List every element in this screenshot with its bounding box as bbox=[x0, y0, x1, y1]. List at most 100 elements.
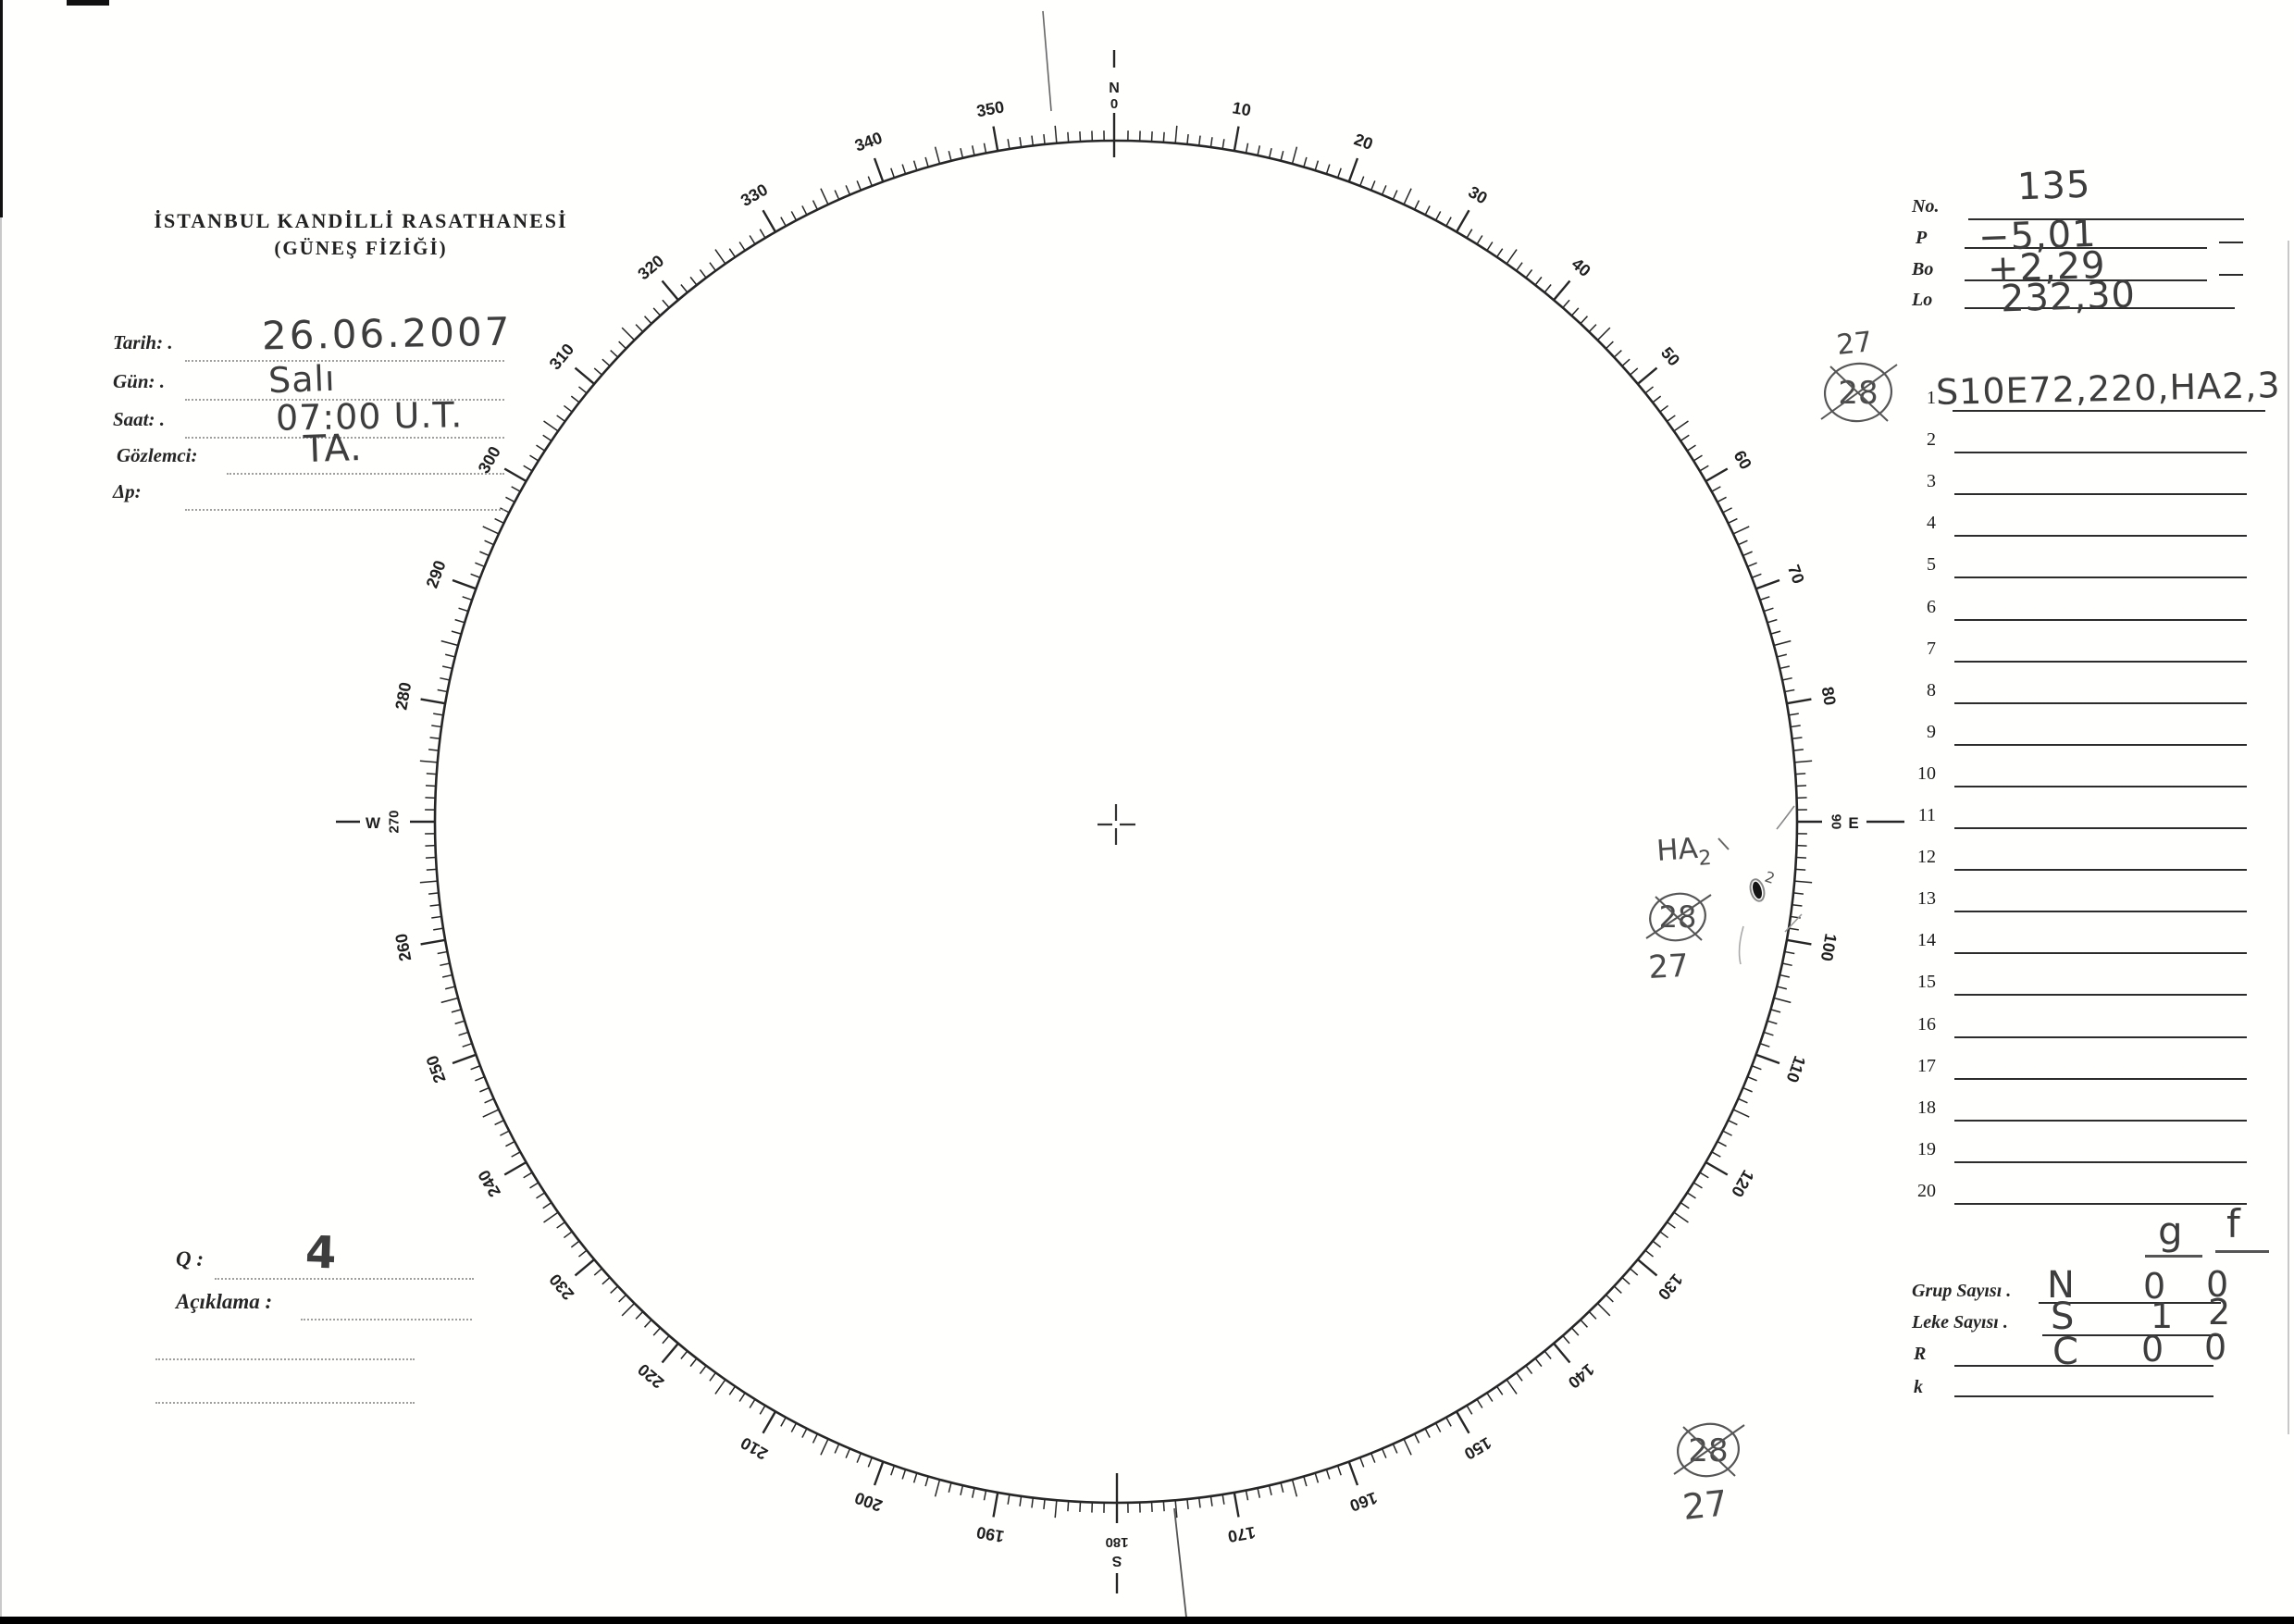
west-label: W bbox=[366, 814, 381, 832]
degree-tick bbox=[1336, 1465, 1342, 1476]
degree-tick bbox=[820, 1438, 829, 1456]
degree-tick bbox=[1588, 324, 1597, 333]
degree-tick bbox=[618, 1294, 627, 1303]
degree-tick bbox=[759, 229, 766, 239]
degree-tick bbox=[1732, 1109, 1750, 1118]
degree-label: 130 bbox=[1655, 1271, 1687, 1304]
degree-tick bbox=[1209, 1495, 1213, 1506]
degree-tick bbox=[1544, 283, 1552, 293]
top-right-crossed-circle bbox=[1823, 362, 1893, 423]
degree-tick bbox=[1717, 1140, 1727, 1147]
degree-tick bbox=[1673, 420, 1689, 432]
degree-tick bbox=[536, 444, 546, 452]
degree-tick bbox=[462, 596, 473, 601]
degree-label: 220 bbox=[634, 1360, 667, 1393]
p-line bbox=[1965, 247, 2207, 249]
degree-tick bbox=[901, 1469, 907, 1480]
degree-tick bbox=[1534, 1357, 1543, 1368]
degree-tick bbox=[1466, 229, 1473, 239]
degree-tick bbox=[505, 1140, 515, 1147]
degree-tick bbox=[1280, 151, 1284, 162]
degree-tick bbox=[1767, 1020, 1778, 1025]
stray-line-bottom bbox=[1173, 1507, 1187, 1618]
region-row-number: 16 bbox=[1917, 1013, 1936, 1035]
degree-tick bbox=[1186, 1498, 1189, 1509]
degree-tick bbox=[1174, 1500, 1178, 1519]
group-count-line bbox=[2039, 1302, 2221, 1304]
degree-tick bbox=[643, 316, 652, 325]
degree-tick bbox=[790, 1422, 798, 1432]
degree-tick bbox=[1699, 465, 1709, 472]
degree-tick bbox=[574, 1258, 595, 1277]
degree-tick bbox=[1786, 698, 1812, 705]
degree-label: 350 bbox=[975, 97, 1006, 120]
region-row-number: 5 bbox=[1927, 554, 1936, 576]
degree-tick bbox=[1779, 973, 1791, 978]
degree-tick bbox=[454, 618, 465, 624]
degree-label: 160 bbox=[1347, 1488, 1380, 1515]
region-row-line bbox=[1954, 493, 2247, 496]
region-row-text: S10E72,220,HA2,3 bbox=[1935, 365, 2281, 413]
degree-tick bbox=[1794, 760, 1813, 763]
lo-line bbox=[1965, 307, 2235, 309]
degree-tick bbox=[1007, 139, 1011, 150]
region-row-line bbox=[1954, 785, 2247, 787]
degree-label: 40 bbox=[1569, 254, 1594, 280]
degree-tick bbox=[1336, 167, 1342, 179]
degree-tick bbox=[1186, 134, 1189, 145]
degree-tick bbox=[738, 1392, 746, 1402]
degree-tick bbox=[1755, 1053, 1780, 1065]
degree-tick bbox=[1245, 143, 1249, 154]
degree-tick bbox=[1705, 1160, 1729, 1176]
r-f: 0 bbox=[2204, 1327, 2228, 1368]
region-ha2-label: HA2 bbox=[1655, 831, 1712, 874]
bo-line-dash bbox=[2219, 274, 2243, 276]
degree-tick bbox=[511, 1151, 521, 1158]
degree-tick bbox=[714, 1379, 726, 1395]
degree-tick bbox=[426, 868, 437, 871]
p-line-dash bbox=[2219, 242, 2243, 243]
day-field-line bbox=[185, 399, 504, 401]
degree-tick bbox=[738, 242, 746, 252]
degree-tick bbox=[1776, 653, 1787, 658]
degree-tick bbox=[652, 307, 662, 316]
remarks-label: Açıklama : bbox=[176, 1290, 273, 1313]
sunspot-index: 2 bbox=[1763, 868, 1778, 887]
degree-tick bbox=[1794, 880, 1813, 884]
region-row-number: 1 bbox=[1927, 388, 1936, 408]
degree-tick bbox=[1445, 1417, 1452, 1427]
day-field-label: Gün: . bbox=[113, 370, 166, 392]
degree-tick bbox=[689, 1357, 698, 1368]
day-field-value: Salı bbox=[267, 357, 337, 402]
degree-tick bbox=[1570, 307, 1580, 316]
degree-tick bbox=[593, 1268, 603, 1276]
degree-tick bbox=[1686, 444, 1696, 452]
region-row-line bbox=[1954, 535, 2247, 538]
region-row-number: 13 bbox=[1917, 888, 1936, 910]
r-g: 0 bbox=[2141, 1329, 2165, 1370]
degree-tick bbox=[484, 1097, 494, 1104]
degree-tick bbox=[610, 1285, 619, 1295]
degree-tick bbox=[494, 517, 504, 525]
degree-tick bbox=[1079, 130, 1082, 143]
region-row-line bbox=[1954, 743, 2247, 746]
degree-tick bbox=[912, 160, 918, 171]
degree-tick bbox=[428, 892, 440, 895]
degree-tick bbox=[425, 856, 437, 859]
region-row-line bbox=[1954, 1202, 2247, 1205]
observer-field-line bbox=[227, 473, 504, 475]
degree-tick bbox=[511, 486, 521, 492]
degree-tick bbox=[1666, 1221, 1676, 1229]
degree-tick bbox=[1680, 1201, 1690, 1209]
degree-tick bbox=[1370, 180, 1376, 191]
degree-tick bbox=[834, 190, 840, 200]
region-row-line bbox=[1954, 1077, 2247, 1080]
degree-tick bbox=[1544, 1350, 1552, 1360]
degree-tick bbox=[1325, 1469, 1331, 1480]
degree-tick bbox=[431, 915, 442, 919]
degree-tick bbox=[1644, 386, 1655, 394]
degree-tick bbox=[1728, 1119, 1738, 1126]
disk-region-crossed-cross-stroke bbox=[1645, 894, 1712, 939]
region-row-line bbox=[1954, 660, 2247, 663]
